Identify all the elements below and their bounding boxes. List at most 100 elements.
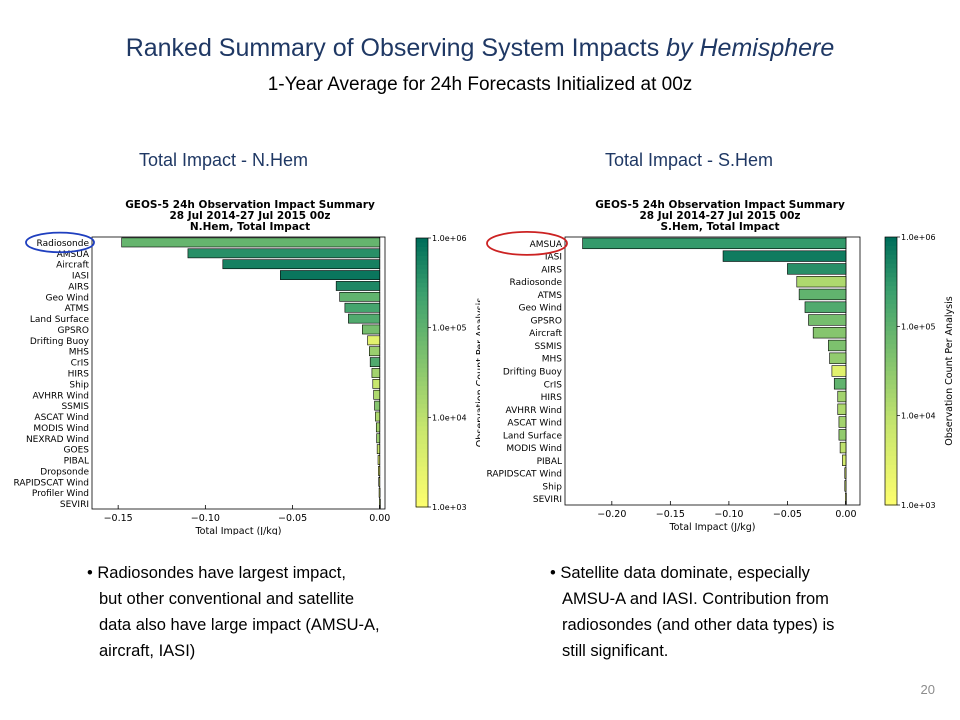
colorbar-segment — [885, 272, 897, 278]
colorbar-label: Observation Count Per Analysis — [475, 298, 480, 447]
colorbar-segment — [416, 314, 428, 320]
left-panel-label: Total Impact - N.Hem — [139, 150, 309, 170]
bar — [376, 444, 381, 455]
colorbar-segment — [885, 487, 897, 493]
colorbar-segment — [885, 241, 897, 247]
bar — [280, 270, 381, 280]
colorbar-segment — [885, 451, 897, 457]
bar — [367, 335, 381, 346]
category-label: IASI — [545, 253, 562, 263]
bullet-line: data also have large impact (AMSU-A, — [99, 616, 380, 634]
bar — [838, 429, 847, 441]
bar — [829, 352, 847, 364]
bar — [722, 250, 847, 262]
colorbar-segment — [885, 321, 897, 327]
bar — [842, 454, 847, 466]
category-label: SSMIS — [534, 342, 562, 352]
x-axis-label: Total Impact (J/kg) — [194, 526, 281, 535]
colorbar-segment — [416, 238, 428, 244]
colorbar-segment — [885, 281, 897, 287]
category-label: Drifting Buoy — [503, 368, 563, 378]
bar — [833, 378, 847, 390]
colorbar-segment — [416, 291, 428, 297]
colorbar-segment — [885, 357, 897, 363]
colorbar-segment — [885, 406, 897, 412]
category-label: SEVIRI — [533, 495, 562, 505]
colorbar-segment — [885, 379, 897, 385]
page-number: 20 — [920, 682, 935, 697]
colorbar-segment — [885, 263, 897, 269]
colorbar-segment — [885, 317, 897, 323]
category-label: IASI — [72, 272, 89, 282]
colorbar-segment — [885, 245, 897, 251]
bar — [844, 480, 847, 492]
bar — [375, 411, 381, 422]
bar — [828, 339, 847, 352]
bar — [187, 248, 381, 259]
bar — [371, 368, 381, 378]
colorbar-segment — [416, 332, 428, 338]
colorbar-tick-label: 1.0e+03 — [432, 503, 467, 512]
colorbar-segment — [416, 390, 428, 396]
colorbar-segment — [885, 415, 897, 421]
category-label: ASCAT Wind — [507, 419, 562, 429]
colorbar-segment — [416, 264, 428, 270]
colorbar-segment — [885, 286, 897, 292]
colorbar-segment — [416, 359, 428, 365]
category-label: AMSUA — [530, 240, 563, 250]
bar — [222, 259, 381, 270]
category-label: ASCAT Wind — [34, 413, 89, 423]
colorbar-segment — [885, 442, 897, 448]
bullet-text: Satellite data dominate, especially — [560, 564, 810, 582]
colorbar-frame — [884, 236, 898, 506]
colorbar-segment — [885, 344, 897, 350]
colorbar-segment — [416, 480, 428, 486]
colorbar-tick-label: 1.0e+05 — [901, 322, 936, 331]
category-label: HIRS — [68, 370, 90, 380]
colorbar-tick-label: 1.0e+04 — [901, 412, 936, 421]
title-main: Ranked Summary of Observing System Impac… — [125, 34, 667, 62]
bar — [839, 441, 847, 454]
bar — [378, 466, 381, 476]
plot-frame — [564, 236, 861, 506]
colorbar-tick-label: 1.0e+04 — [432, 413, 467, 422]
colorbar-segment — [416, 502, 428, 508]
colorbar-segment — [416, 448, 428, 454]
colorbar-tick-label: 1.0e+06 — [432, 234, 467, 243]
bar — [378, 487, 381, 498]
colorbar-segment — [885, 388, 897, 394]
bar — [369, 346, 381, 357]
colorbar-segment — [885, 362, 897, 368]
colorbar-segment — [416, 300, 428, 306]
bullet-line: • Satellite data dominate, especially — [550, 564, 810, 582]
right-panel-label: Total Impact - S.Hem — [605, 150, 774, 170]
chart-title-line: 28 Jul 2014-27 Jul 2015 00z — [640, 210, 801, 222]
colorbar-segment — [885, 491, 897, 497]
category-label: Radiosonde — [510, 278, 563, 288]
colorbar-segment — [416, 260, 428, 266]
x-tick-label: −0.10 — [714, 509, 743, 520]
colorbar-segment — [416, 498, 428, 504]
bar — [837, 390, 847, 403]
category-label: Land Surface — [30, 315, 90, 325]
category-label: Geo Wind — [46, 293, 90, 303]
slide-subtitle: 1-Year Average for 24h Forecasts Initial… — [267, 74, 693, 95]
colorbar-segment — [885, 482, 897, 488]
category-label: RAPIDSCAT Wind — [487, 470, 563, 480]
category-label: Ship — [542, 482, 562, 492]
bullet-line: radiosondes (and other data types) is — [562, 616, 835, 634]
colorbar-segment — [416, 489, 428, 495]
colorbar-segment — [416, 385, 428, 392]
colorbar-segment — [885, 277, 897, 283]
colorbar-segment — [885, 335, 897, 341]
bar — [808, 314, 847, 326]
colorbar-segment — [885, 339, 897, 345]
colorbar-segment — [885, 330, 897, 336]
colorbar-segment — [416, 273, 428, 279]
category-label: AVHRR Wind — [506, 406, 563, 416]
category-label: SSMIS — [61, 402, 89, 412]
bar — [121, 237, 381, 248]
colorbar-segment — [416, 457, 428, 463]
colorbar-segment — [416, 341, 428, 347]
colorbar-segment — [416, 493, 428, 499]
